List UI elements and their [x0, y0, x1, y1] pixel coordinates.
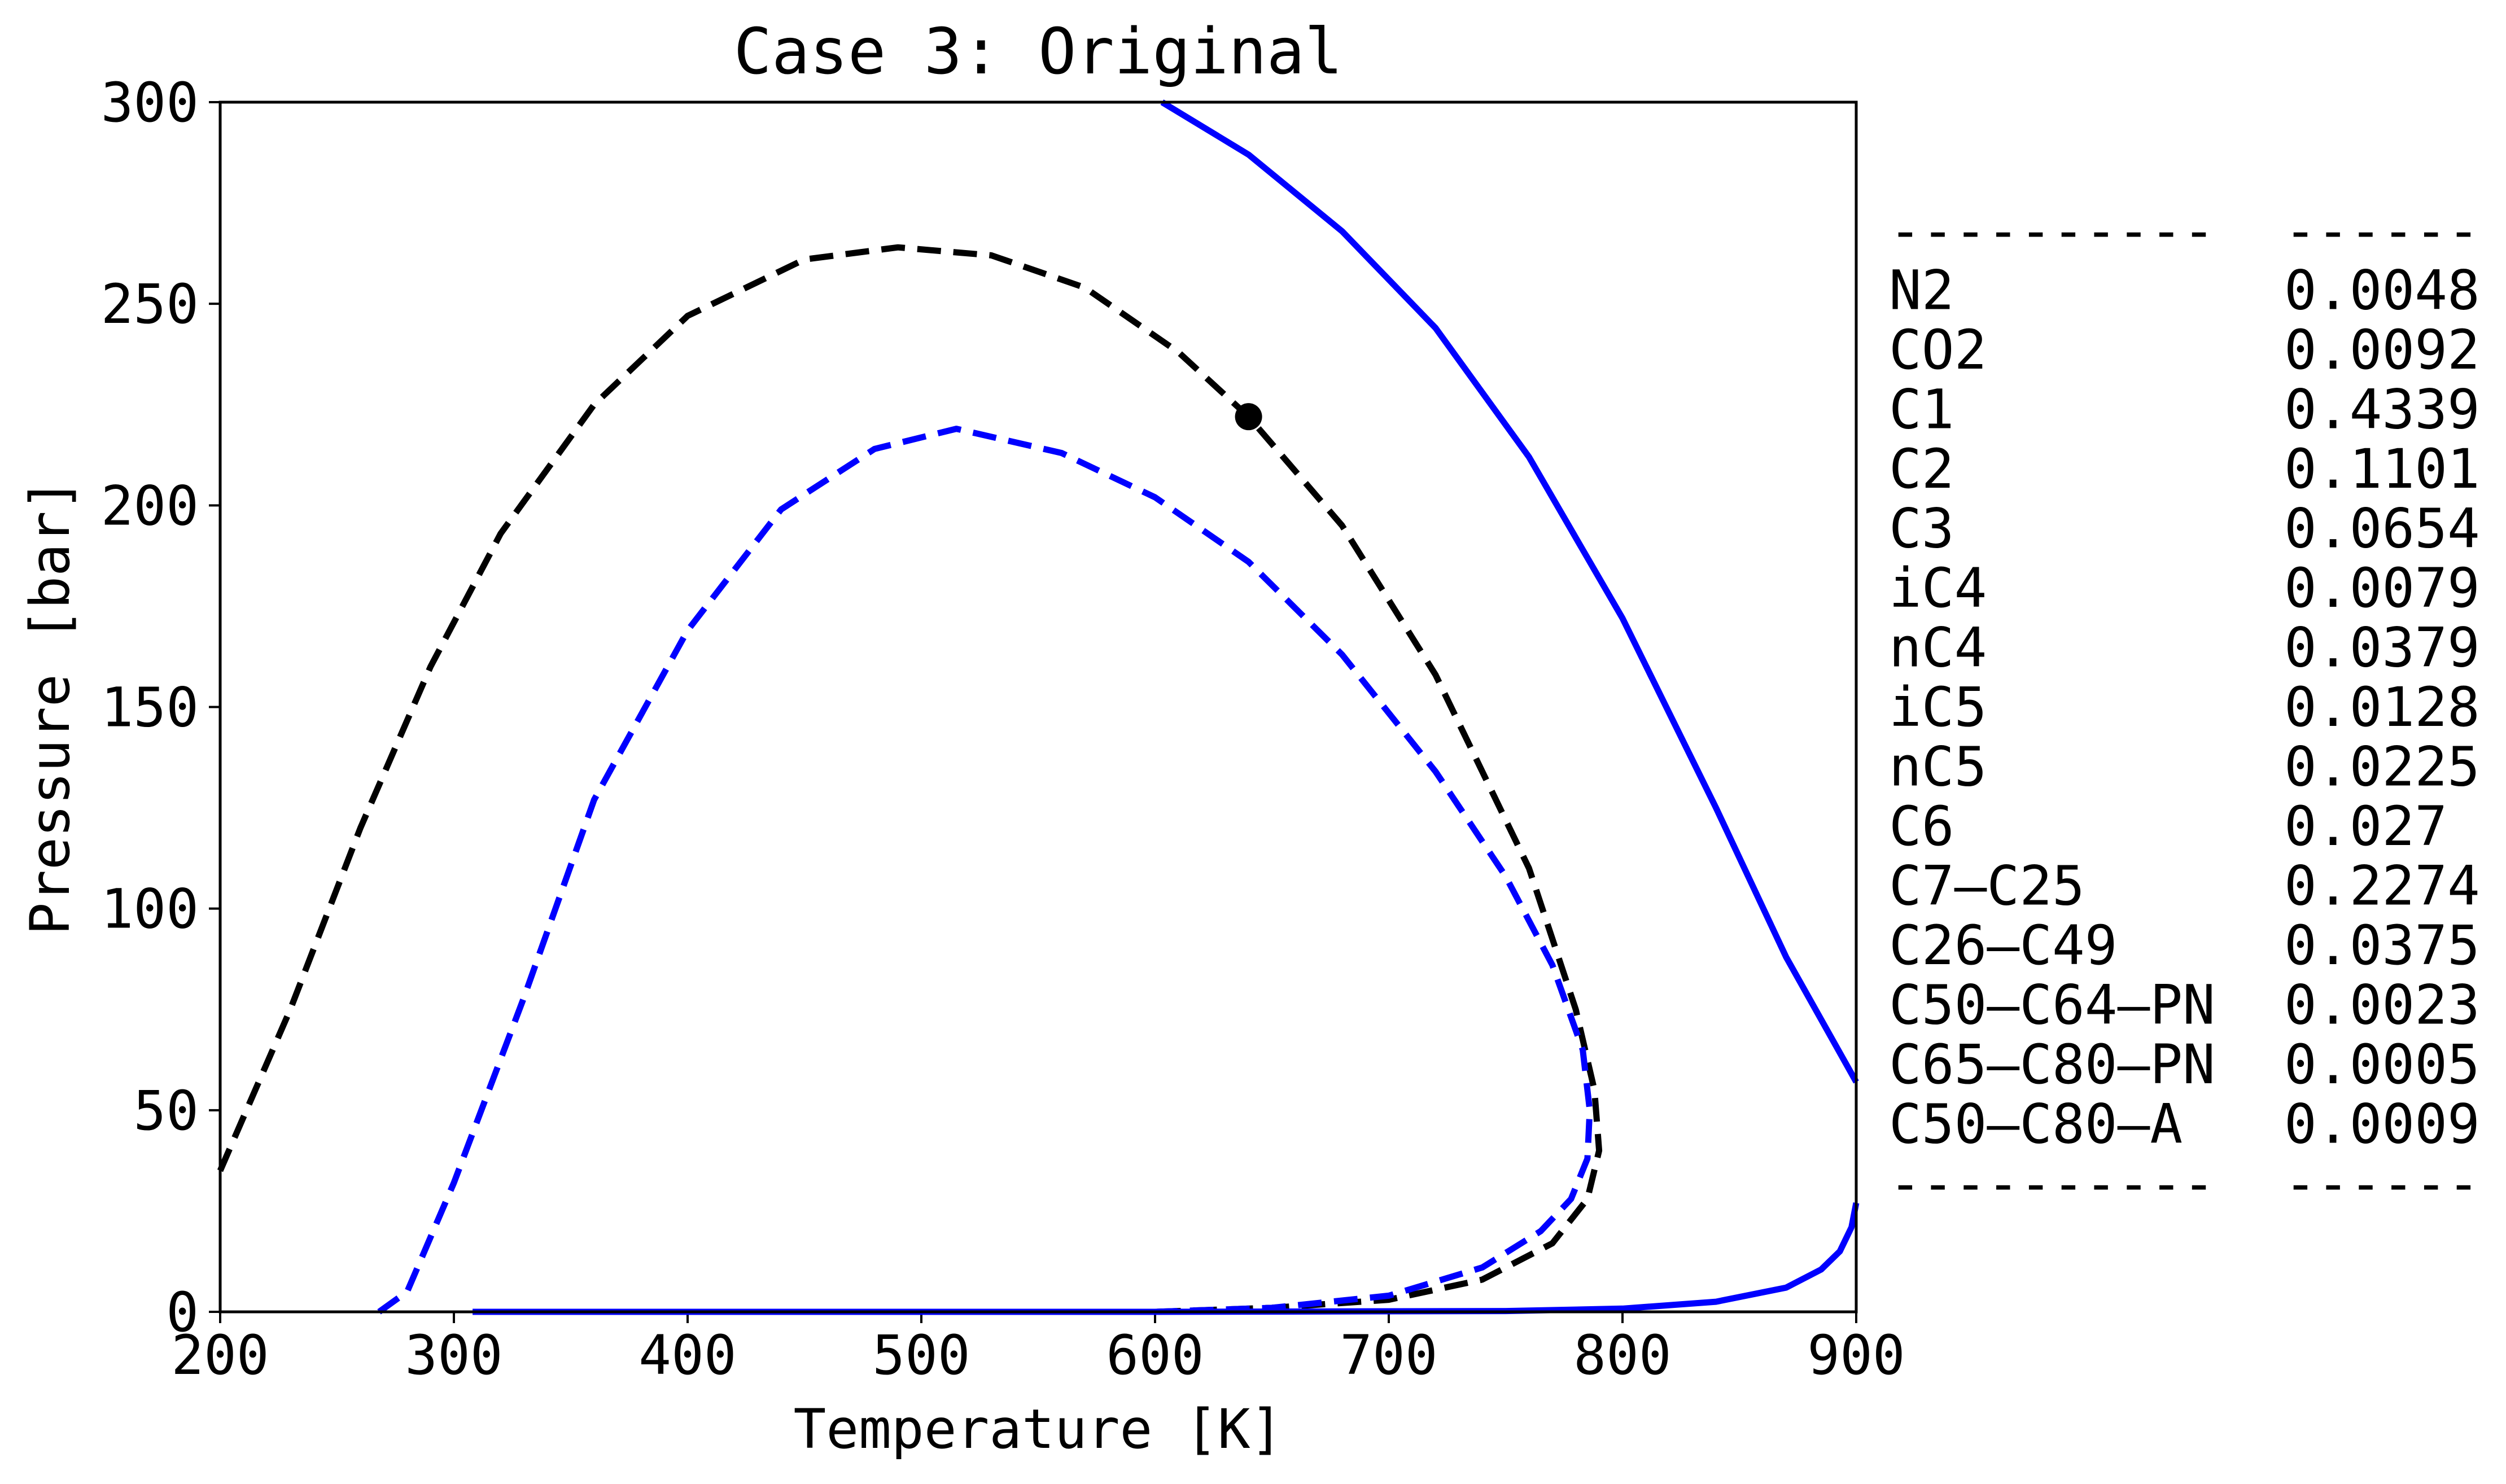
- component-fraction: 0.0079: [2284, 557, 2480, 620]
- component-name: C50–C64–PN: [1889, 974, 2215, 1037]
- table-separator-value: ------: [2284, 1152, 2480, 1215]
- chart-title: Case 3: Original: [734, 15, 1343, 89]
- component-name: C7–C25: [1889, 855, 2085, 918]
- component-name: N2: [1889, 259, 1954, 322]
- solid-series-line: [473, 1202, 1860, 1315]
- y-tick-label: 200: [101, 474, 199, 537]
- component-name: iC4: [1889, 557, 1987, 620]
- y-tick-label: 300: [101, 71, 199, 134]
- component-name: nC5: [1889, 736, 1987, 799]
- x-tick-label: 500: [872, 1324, 970, 1387]
- y-tick-label: 150: [101, 676, 199, 739]
- table-separator-name: ----------: [1889, 1152, 2215, 1215]
- critical-point-marker: [1235, 403, 1262, 431]
- x-axis-label: Temperature [K]: [794, 1398, 1283, 1461]
- component-name: iC5: [1889, 676, 1987, 739]
- component-fraction: 0.1101: [2284, 437, 2480, 501]
- x-tick-label: 400: [638, 1324, 736, 1387]
- x-tick-label: 800: [1573, 1324, 1671, 1387]
- y-axis-label: Pressure [bar]: [19, 478, 82, 935]
- component-fraction: 0.2274: [2284, 855, 2480, 918]
- x-tick-label: 600: [1106, 1324, 1204, 1387]
- component-fraction: 0.0375: [2284, 914, 2480, 977]
- plot-series: [217, 99, 1860, 1315]
- component-fraction: 0.027: [2284, 795, 2447, 858]
- plot-frame: [218, 100, 1858, 1314]
- component-name: nC4: [1889, 616, 1987, 680]
- x-tick-label: 900: [1807, 1324, 1905, 1387]
- component-name: C1: [1889, 378, 1954, 441]
- y-tick-label: 0: [166, 1281, 199, 1344]
- y-tick-label: 100: [101, 878, 199, 941]
- component-fraction: 0.0005: [2284, 1033, 2480, 1096]
- component-fraction: 0.0225: [2284, 736, 2480, 799]
- component-fraction: 0.0023: [2284, 974, 2480, 1037]
- component-name: C2: [1889, 437, 1954, 501]
- component-name: C26–C49: [1889, 914, 2118, 977]
- dashed-series-line: [217, 244, 1603, 1315]
- component-fraction: 0.0009: [2284, 1093, 2480, 1156]
- component-fraction: 0.0379: [2284, 616, 2480, 680]
- solid-series-line: [1160, 99, 1859, 1084]
- component-fraction: 0.0048: [2284, 259, 2480, 322]
- y-tick-label: 50: [133, 1079, 199, 1142]
- dashed-series-line: [377, 426, 1593, 1315]
- component-name: C6: [1889, 795, 1954, 858]
- component-fraction: 0.0092: [2284, 318, 2480, 382]
- x-tick-label: 700: [1340, 1324, 1437, 1387]
- component-name: C65–C80–PN: [1889, 1033, 2215, 1096]
- x-tick-label: 200: [171, 1324, 269, 1387]
- axis-ticks: 200 300 400 500 600 700 800 900 0 50 100 150 200 250 3…: [101, 71, 1905, 1387]
- component-name: C3: [1889, 497, 1954, 561]
- y-tick-label: 250: [101, 273, 199, 336]
- component-fraction: 0.4339: [2284, 378, 2480, 441]
- x-tick-label: 300: [405, 1324, 502, 1387]
- component-name: C50–C80–A: [1889, 1093, 2183, 1156]
- component-name: CO2: [1889, 318, 1987, 382]
- table-separator-name: ----------: [1889, 199, 2215, 262]
- component-fraction: 0.0128: [2284, 676, 2480, 739]
- component-fraction: 0.0654: [2284, 497, 2480, 561]
- table-separator-value: ------: [2284, 199, 2480, 262]
